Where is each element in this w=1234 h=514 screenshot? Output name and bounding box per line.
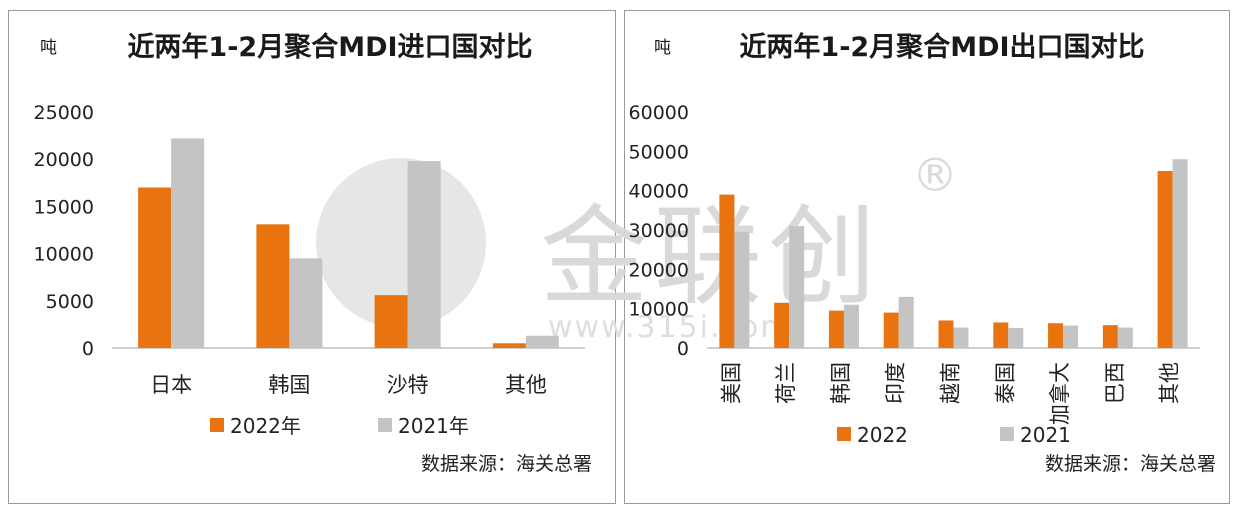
export-bar-s1 [1048,323,1064,348]
export-bar-s1 [938,320,954,348]
import-bar-s2 [171,138,205,348]
export-category-label: 荷兰 [774,362,798,404]
export-category-label: 其他 [1158,362,1182,404]
import-category-label: 沙特 [387,373,429,397]
export-category-label: 美国 [719,362,743,404]
export-bar-s2 [1008,327,1024,348]
export-bar-s2 [1063,325,1079,348]
import-category-label: 韩国 [268,373,310,397]
export-bar-s1 [993,322,1009,348]
export-category-label: 印度 [884,362,908,404]
import-legend-swatch [378,418,392,432]
import-chart-panel [8,10,616,504]
import-y-tick-label: 20000 [34,149,94,171]
export-bar-s2 [843,304,859,348]
import-bar-s1 [256,224,290,348]
export-chart-title: 近两年1-2月聚合MDI出口国对比 [739,31,1144,63]
import-y-tick-label: 25000 [34,102,94,124]
import-legend-label: 2022年 [230,414,301,438]
import-y-tick-label: 5000 [46,291,94,313]
export-category-label: 巴西 [1103,362,1127,404]
export-bar-s2 [953,327,969,348]
export-y-tick-label: 50000 [629,141,689,163]
import-unit-label: 吨 [40,38,57,58]
import-bar-s2 [407,161,441,348]
export-legend-label: 2022 [857,423,908,447]
export-y-tick-label: 40000 [629,181,689,203]
export-bar-s1 [828,310,844,348]
export-bar-s1 [1157,171,1173,348]
export-y-tick-label: 60000 [629,102,689,124]
import-data-source: 数据来源：海关总署 [421,453,592,475]
export-bar-s2 [1117,327,1133,348]
export-y-tick-label: 10000 [629,299,689,321]
import-legend-swatch [210,418,224,432]
export-y-tick-label: 30000 [629,220,689,242]
export-bar-s1 [719,194,735,348]
export-bar-s1 [883,312,899,348]
import-bar-s1 [374,295,408,348]
export-bar-s2 [898,296,914,348]
import-y-tick-label: 15000 [34,196,94,218]
export-y-tick-label: 20000 [629,259,689,281]
export-category-label: 越南 [939,362,963,404]
export-bar-s2 [789,226,805,348]
export-legend-label: 2021 [1020,423,1071,447]
export-y-tick-label: 0 [677,338,689,360]
import-bar-s1 [138,187,172,348]
import-chart-title: 近两年1-2月聚合MDI进口国对比 [127,31,532,63]
export-unit-label: 吨 [654,38,671,58]
export-legend-swatch [1000,427,1014,441]
import-bar-s1 [492,343,526,348]
export-category-label: 泰国 [993,362,1017,404]
export-bar-s1 [774,302,790,348]
import-legend-label: 2021年 [398,414,469,438]
import-bar-s2 [525,335,559,348]
export-category-label: 加拿大 [1048,362,1072,425]
import-y-tick-label: 0 [82,338,94,360]
import-bar-s2 [289,258,323,348]
import-category-label: 其他 [505,373,547,397]
export-legend-swatch [837,427,851,441]
export-data-source: 数据来源：海关总署 [1045,453,1216,475]
export-category-label: 韩国 [829,362,853,404]
export-bar-s2 [734,231,750,348]
import-category-label: 日本 [150,373,192,397]
import-y-tick-label: 10000 [34,244,94,266]
export-bar-s2 [1172,159,1188,348]
export-bar-s1 [1102,325,1118,348]
